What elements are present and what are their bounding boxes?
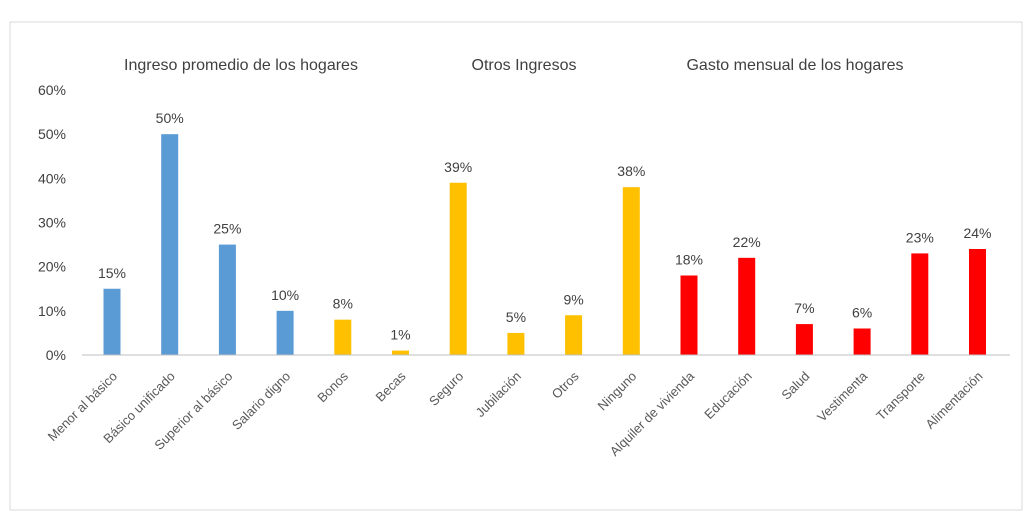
- bar: [622, 187, 640, 355]
- group-label: Otros Ingresos: [472, 57, 577, 74]
- y-axis: 0% 10% 20% 30% 40% 50% 60%: [38, 82, 66, 363]
- bar: [795, 324, 813, 355]
- bar: [738, 257, 756, 355]
- data-labels: 15% 50% 25% 10% 8% 1% 39% 5% 9% 38% 18% 22% 7% 6% 23% 2…: [98, 110, 992, 342]
- y-tick-label: 40%: [38, 170, 66, 186]
- bars: [103, 134, 986, 355]
- data-label: 25%: [213, 221, 241, 237]
- bar: [911, 253, 929, 355]
- bar: [392, 350, 409, 355]
- data-label: 7%: [794, 300, 814, 316]
- bar: [853, 328, 871, 355]
- data-label: 23%: [906, 229, 934, 245]
- data-label: 8%: [333, 296, 353, 312]
- data-label: 18%: [675, 252, 703, 268]
- bar: [680, 275, 698, 355]
- bar: [218, 244, 236, 355]
- chart-frame: [9, 21, 1023, 511]
- data-label: 22%: [733, 234, 761, 250]
- data-label: 10%: [271, 287, 299, 303]
- data-label: 24%: [963, 225, 991, 241]
- data-label: 9%: [563, 291, 583, 307]
- bar: [103, 288, 121, 355]
- bar: [565, 315, 583, 355]
- y-tick-label: 30%: [38, 215, 66, 231]
- group-label: Ingreso promedio de los hogares: [124, 57, 358, 74]
- data-label: 50%: [156, 110, 184, 126]
- data-label: 15%: [98, 265, 126, 281]
- y-tick-label: 50%: [38, 126, 66, 142]
- data-label: 38%: [617, 163, 645, 179]
- y-tick-label: 60%: [38, 82, 66, 98]
- data-label: 5%: [506, 309, 526, 325]
- y-tick-label: 0%: [46, 347, 66, 363]
- data-label: 39%: [444, 159, 472, 175]
- bar: [276, 310, 294, 355]
- y-tick-label: 20%: [38, 259, 66, 275]
- data-label: 1%: [390, 327, 410, 343]
- data-label: 6%: [852, 305, 872, 321]
- bar: [449, 182, 467, 355]
- bar: [507, 332, 525, 355]
- group-labels: Ingreso promedio de los hogares Otros Ing…: [124, 57, 903, 74]
- group-label: Gasto mensual de los hogares: [686, 57, 903, 74]
- bar: [161, 134, 179, 355]
- bar: [969, 249, 986, 355]
- bar: [334, 319, 352, 355]
- y-tick-label: 10%: [38, 303, 66, 319]
